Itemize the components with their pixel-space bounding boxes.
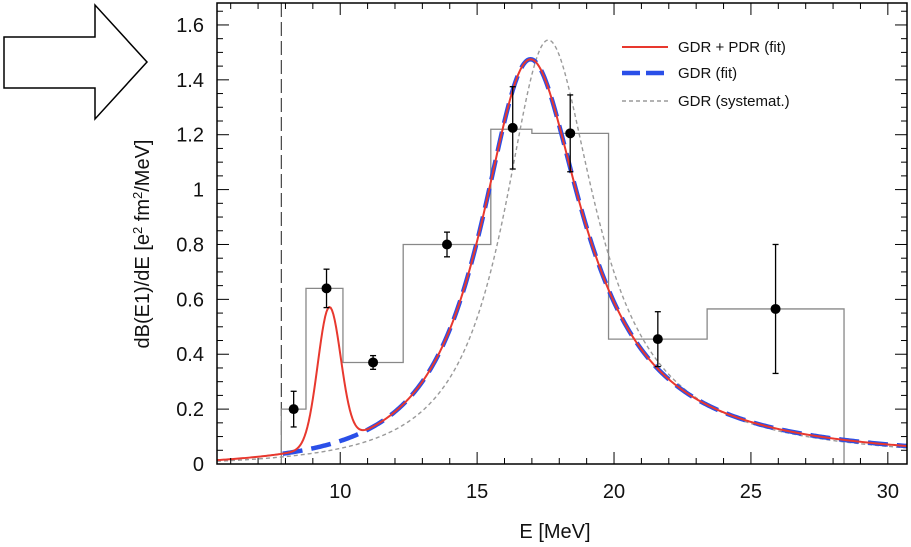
series-line-1 (282, 56, 907, 456)
histogram-outline (280, 128, 845, 464)
x-tick-label: 30 (877, 481, 899, 503)
legend-label-1: GDR (fit) (678, 65, 737, 82)
x-axis-label: E [MeV] (519, 521, 590, 543)
data-point-3 (442, 239, 452, 250)
y-tick-label: 0.6 (176, 289, 204, 311)
data-point-4 (507, 122, 518, 133)
x-tick-label: 20 (603, 481, 625, 503)
y-tick-label: 1.2 (176, 125, 204, 147)
data-point-5 (565, 128, 576, 139)
data-point-2 (368, 357, 379, 368)
legend-label-0: GDR + PDR (fit) (678, 39, 786, 56)
legend-label-2: GDR (systemat.) (678, 93, 790, 110)
y-tick-label: 1 (193, 180, 204, 202)
fit-curves (217, 39, 907, 462)
y-tick-label: 0 (193, 454, 204, 476)
histogram (280, 128, 845, 464)
x-tick-label: 25 (740, 481, 762, 503)
y-tick-label: 0.2 (176, 399, 204, 421)
legend: GDR + PDR (fit) GDR (fit) GDR (systemat.) (622, 39, 790, 110)
y-tick-label: 1.4 (176, 70, 204, 92)
y-axis-label: dB(E1)/dE [e2 fm2/MeV] (130, 139, 154, 348)
axes: 10 15 20 25 30 0 0.2 0.4 0.6 0.8 1 1.2 1.4 1.6 (176, 2, 908, 503)
y-tick-label: 0.4 (176, 344, 204, 366)
data-point-6 (652, 334, 663, 345)
series-line-2 (217, 39, 907, 462)
data-point-7 (770, 303, 781, 314)
hollow-right-arrow (3, 3, 149, 121)
data-point-0 (288, 404, 299, 415)
x-tick-label: 10 (329, 481, 351, 503)
plot-frame (216, 2, 908, 465)
x-tick-label: 15 (466, 481, 488, 503)
y-tick-label: 1.6 (176, 15, 204, 37)
y-tick-label: 0.8 (176, 234, 204, 256)
data-point-1 (321, 283, 332, 294)
data-points (288, 86, 781, 428)
series-line-0 (217, 58, 907, 462)
